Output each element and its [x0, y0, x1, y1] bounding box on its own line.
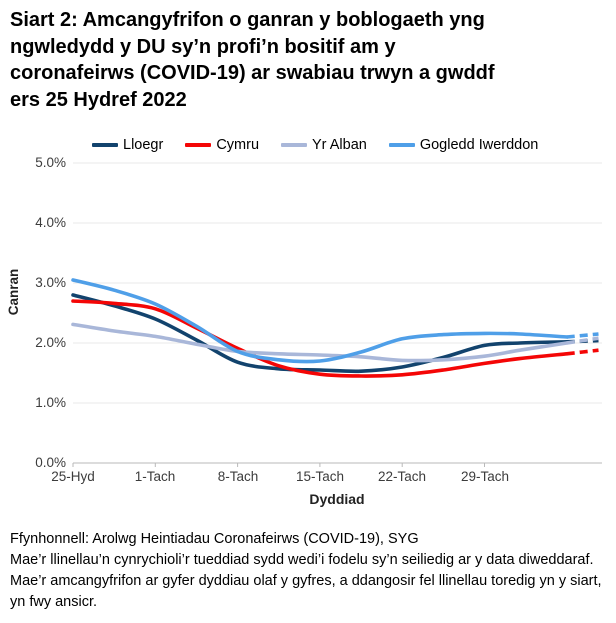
chart-title-line: coronafeirws (COVID-19) ar swabiau trwyn… — [10, 62, 495, 84]
series-line-gogledd-iwerddon — [71, 278, 569, 364]
legend-line-swatch-yr-alban — [281, 143, 308, 147]
note-text: Mae’r llinellau’n cynrychioli’r tueddiad… — [10, 552, 602, 610]
y-tick-label: 1.0% — [35, 395, 66, 410]
y-tick-label: 4.0% — [35, 215, 66, 230]
series-line-lloegr — [71, 293, 569, 374]
x-tick-label: 8-Tach — [217, 469, 259, 484]
x-tick-label: 1-Tach — [134, 469, 176, 484]
x-tick-label: 25-Hyd — [51, 469, 95, 484]
series-line-dashed-gogledd-iwerddon — [566, 332, 599, 339]
chart-title: Siart 2: Amcangyfrifon o ganran y boblog… — [10, 7, 606, 113]
series-line-dashed-yr-alban — [566, 336, 599, 345]
x-tick-label: 15-Tach — [295, 469, 345, 484]
series-line-yr-alban — [71, 322, 569, 363]
y-tick-label: 2.0% — [35, 335, 66, 350]
chart-title-line: Siart 2: Amcangyfrifon o ganran y boblog… — [10, 9, 485, 31]
legend-item-lloegr: Lloegr — [92, 137, 163, 153]
legend: Lloegr Cymru Yr Alban Gogledd Iwerddon — [92, 135, 538, 155]
legend-line-swatch-gogledd-iwerddon — [388, 143, 415, 147]
footer: Ffynhonnell: Arolwg Heintiadau Coronafei… — [10, 529, 610, 613]
chart-title-line: ngwledydd y DU sy’n profi’n bositif am y — [10, 35, 396, 58]
y-tick-label: 3.0% — [35, 275, 66, 290]
y-tick-label: 0.0% — [35, 455, 66, 470]
legend-label: Lloegr — [123, 137, 164, 153]
y-tick-label: 5.0% — [35, 155, 66, 170]
legend-item-cymru: Cymru — [185, 137, 259, 153]
legend-line-swatch-cymru — [185, 143, 212, 147]
legend-item-gogledd-iwerddon: Gogledd Iwerddon — [388, 137, 539, 153]
legend-label: Cymru — [216, 137, 260, 153]
chart-title-line: ers 25 Hydref 2022 — [10, 88, 187, 111]
series-line-dashed-cymru — [566, 348, 599, 356]
legend-label: Yr Alban — [312, 137, 367, 153]
legend-item-yr-alban: Yr Alban — [281, 137, 367, 153]
x-tick-label: 29-Tach — [460, 469, 510, 484]
source-text: Ffynhonnell: Arolwg Heintiadau Coronafei… — [10, 531, 419, 547]
legend-line-swatch-lloegr — [92, 143, 118, 147]
x-axis-title: Dyddiad — [309, 491, 365, 507]
x-tick-label: 22-Tach — [377, 469, 427, 484]
series-line-cymru — [71, 299, 569, 378]
legend-label: Gogledd Iwerddon — [419, 137, 539, 153]
